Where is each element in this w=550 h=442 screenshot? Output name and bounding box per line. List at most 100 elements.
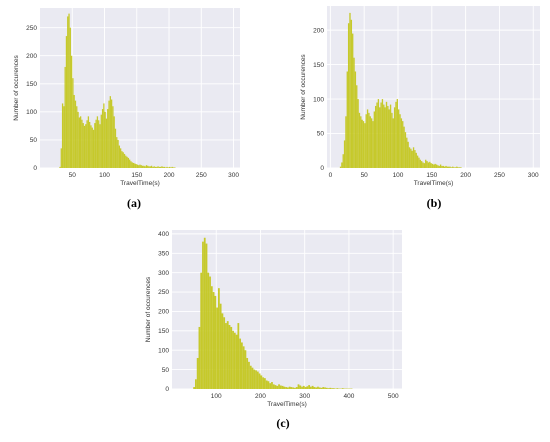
histogram-bar <box>436 165 437 168</box>
histogram-bar <box>66 36 67 168</box>
histogram-bar <box>449 167 450 168</box>
x-tick-label: 300 <box>228 172 239 179</box>
histogram-bar <box>139 165 140 168</box>
histogram-bar <box>232 331 234 389</box>
x-tick-label: 150 <box>131 172 142 179</box>
histogram-bar <box>374 111 375 168</box>
histogram-bar <box>342 388 344 389</box>
histogram-bar <box>312 386 314 389</box>
x-tick-label: 200 <box>255 393 266 400</box>
histogram-bar <box>99 124 100 168</box>
histogram-bar <box>341 162 342 168</box>
histogram-bar <box>301 387 303 389</box>
histogram-bar <box>225 323 227 389</box>
histogram-bar <box>278 384 280 389</box>
histogram-bar <box>382 99 383 168</box>
histogram-bar <box>273 384 275 389</box>
histogram-bar <box>101 115 102 168</box>
x-axis-label: TravelTime(s) <box>414 180 454 187</box>
histogram-bar <box>138 165 139 168</box>
histogram-bar <box>361 120 362 168</box>
histogram-bar <box>61 148 62 168</box>
histogram-bar <box>331 388 333 389</box>
histogram-bar <box>257 372 259 389</box>
histogram-bar <box>86 120 87 168</box>
histogram-bar <box>439 166 440 168</box>
histogram-bar <box>391 113 392 168</box>
histogram-bar <box>116 137 117 168</box>
histogram-bar <box>275 385 277 389</box>
y-tick-label: 0 <box>33 165 37 172</box>
x-tick-label: 200 <box>460 172 471 179</box>
histogram-bar <box>380 103 381 168</box>
histogram-bar <box>359 113 360 168</box>
histogram-bar <box>148 166 149 168</box>
histogram-bar <box>63 106 64 168</box>
histogram-bar <box>93 130 94 168</box>
histogram-bar <box>223 317 225 389</box>
y-tick-label: 350 <box>158 250 169 257</box>
histogram-bar <box>285 387 287 389</box>
histogram-bar <box>314 387 316 389</box>
histogram-bar <box>211 286 213 389</box>
histogram-bar <box>352 34 353 168</box>
histogram-bar <box>447 167 448 168</box>
histogram-bar <box>88 116 89 168</box>
panel-label-c: (c) <box>276 416 289 430</box>
histogram-bar <box>202 242 204 389</box>
histogram-bar <box>370 116 371 168</box>
histogram-bar <box>329 388 331 389</box>
x-tick-label: 50 <box>69 172 77 179</box>
histogram-bar <box>356 85 357 168</box>
histogram-bar <box>398 109 399 168</box>
histogram-bar <box>160 167 161 168</box>
histogram-bar <box>333 388 335 389</box>
histogram-bar <box>124 154 125 168</box>
histogram-bar <box>241 342 243 389</box>
histogram-bar <box>166 167 167 168</box>
histogram-bar <box>349 13 350 168</box>
histogram-bar <box>291 387 293 389</box>
histogram-bar <box>383 105 384 168</box>
histogram-bar <box>229 325 231 389</box>
histogram-bar <box>72 78 73 168</box>
histogram-bar <box>120 148 121 168</box>
histogram-bar <box>421 161 422 168</box>
histogram-bar <box>456 167 457 168</box>
histogram-bar <box>94 123 95 168</box>
histogram-bar <box>347 71 348 168</box>
histogram-bar <box>344 140 345 168</box>
histogram-bar <box>59 167 60 168</box>
histogram-bar <box>451 167 452 168</box>
histogram-bar <box>111 100 112 168</box>
histogram-bar <box>364 123 365 168</box>
histogram-bar <box>75 101 76 168</box>
histogram-bar <box>134 164 135 168</box>
histogram-bar <box>90 125 91 168</box>
y-tick-label: 50 <box>162 367 170 374</box>
histogram-bar <box>142 166 143 168</box>
histogram-bar <box>83 123 84 168</box>
y-axis-label: Number of occurences <box>300 54 307 120</box>
histogram-bar <box>250 366 252 389</box>
histogram-bar <box>152 167 153 168</box>
histogram-bar <box>62 103 63 168</box>
histogram-bar <box>132 162 133 168</box>
histogram-bar <box>155 167 156 168</box>
y-tick-label: 100 <box>26 109 37 116</box>
histogram-bar <box>79 117 80 168</box>
histogram-bar <box>207 273 209 389</box>
histogram-bar <box>129 160 130 168</box>
histogram-bar <box>402 121 403 168</box>
x-tick-label: 100 <box>211 393 222 400</box>
y-tick-label: 150 <box>26 81 37 88</box>
histogram-bar <box>363 121 364 168</box>
histogram-bar <box>455 167 456 168</box>
histogram-bar <box>117 140 118 168</box>
histogram-bar <box>444 167 445 168</box>
histogram-bar <box>397 99 398 168</box>
histogram-bar <box>85 124 86 168</box>
y-tick-label: 200 <box>158 309 169 316</box>
